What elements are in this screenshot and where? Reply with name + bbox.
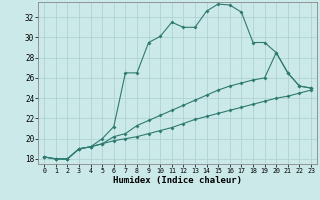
X-axis label: Humidex (Indice chaleur): Humidex (Indice chaleur) <box>113 176 242 185</box>
